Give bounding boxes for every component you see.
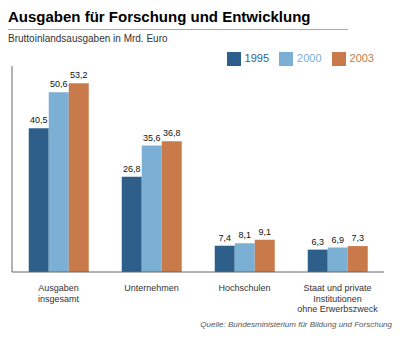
html-text:Bruttoinlandsausgaben in Mrd.: Bruttoinlandsausgaben in Mrd. Euro (8, 33, 168, 44)
html-text:1995: 1995 (244, 52, 269, 64)
html-text:2003: 2003 (349, 52, 374, 64)
html-text:Quelle: Bundesministerium für: Quelle: Bundesministerium für Bildung un… (200, 320, 392, 329)
svg-text:53,2: 53,2 (70, 70, 88, 80)
svg-text:7,4: 7,4 (218, 233, 231, 243)
svg-text:Hochschulen: Hochschulen (218, 283, 270, 293)
svg-text:35,6: 35,6 (143, 133, 161, 143)
svg-text:7,3: 7,3 (351, 233, 364, 243)
svg-text:Unternehmen: Unternehmen (124, 283, 179, 293)
svg-text:Staat und privateInstitutionen: Staat und privateInstitutionenohne Erwer… (297, 283, 378, 314)
svg-text:50,6: 50,6 (50, 79, 68, 89)
svg-text:40,5: 40,5 (30, 115, 48, 125)
svg-text:8,1: 8,1 (238, 230, 251, 240)
html-text:2000: 2000 (297, 52, 322, 64)
svg-text:9,1: 9,1 (258, 227, 271, 237)
svg-text:26,8: 26,8 (123, 164, 141, 174)
svg-text:6,3: 6,3 (311, 237, 324, 247)
html-text:Ausgaben für Forschung und Ent: Ausgaben für Forschung und Entwicklung (8, 8, 311, 25)
svg-text:6,9: 6,9 (331, 235, 344, 245)
svg-text:Ausgabeninsgesamt: Ausgabeninsgesamt (38, 283, 80, 303)
svg-text:36,8: 36,8 (163, 128, 181, 138)
